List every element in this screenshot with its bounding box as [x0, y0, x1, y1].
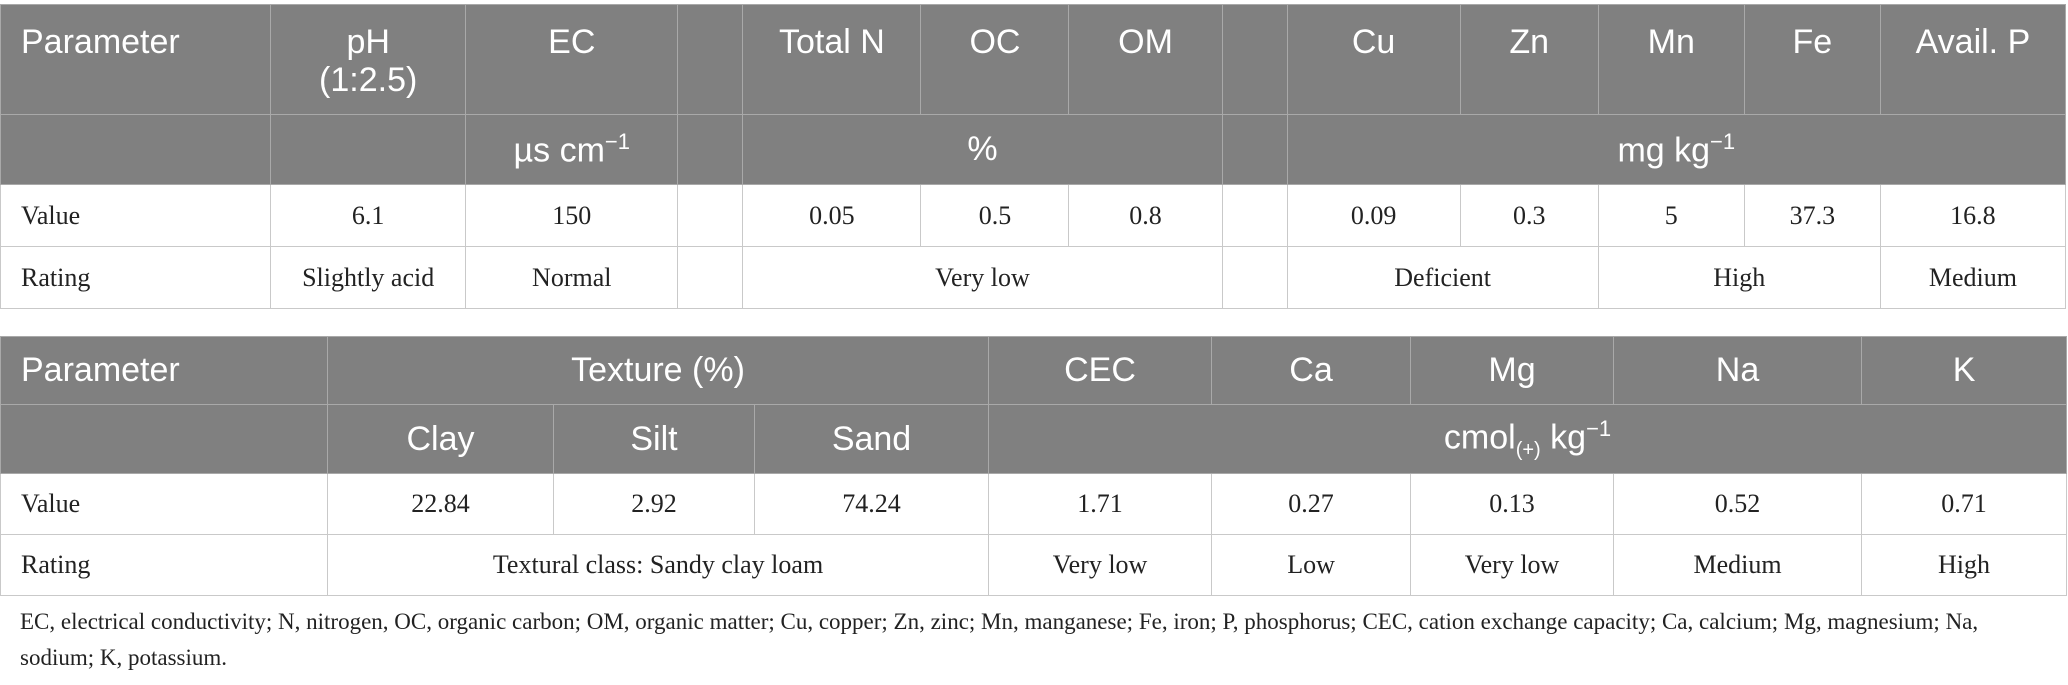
header-oc: OC [920, 4, 1070, 115]
soil-properties-table-2: Parameter Texture (%) CEC Ca Mg Na K Cla… [0, 336, 2068, 596]
rating-blank-1 [677, 246, 744, 309]
rating-ec: Normal [465, 246, 679, 309]
unit-percent: % [742, 114, 1223, 185]
value2-ca: 0.27 [1211, 473, 1412, 535]
rating2-k: High [1861, 534, 2068, 596]
header-blank-2 [1221, 4, 1288, 115]
units-blank-4 [1221, 114, 1288, 185]
header2-parameter: Parameter [0, 336, 328, 405]
subheader2-clay: Clay [327, 404, 554, 474]
rating-ph: Slightly acid [270, 246, 467, 309]
units-row: µs cm−1 % mg kg−1 [0, 114, 2067, 185]
unit-ec-exp: −1 [604, 128, 630, 154]
unit-cmol-kg: cmol(+) kg−1 [988, 404, 2068, 474]
row2-label-rating: Rating [0, 534, 328, 596]
header-total-n: Total N [742, 4, 922, 115]
row-label-value: Value [0, 184, 272, 247]
value2-silt: 2.92 [553, 473, 755, 535]
units-blank-1 [0, 114, 272, 185]
value2-clay: 22.84 [327, 473, 554, 535]
subheader2-blank [0, 404, 328, 474]
unit-ec-text: µs cm [513, 131, 605, 170]
value-ec: 150 [465, 184, 679, 247]
header-ph-label: pH (1:2.5) [319, 23, 418, 99]
rating-row-2: Rating Textural class: Sandy clay loam V… [0, 534, 2068, 596]
header-ec: EC [465, 4, 679, 115]
header-row-2: Parameter Texture (%) CEC Ca Mg Na K [0, 336, 2068, 405]
value-blank-1 [677, 184, 744, 247]
value-row: Value 6.1 150 0.05 0.5 0.8 0.09 0.3 5 37… [0, 184, 2067, 247]
header2-mg: Mg [1410, 336, 1615, 405]
unit-mg-kg-exp: −1 [1710, 128, 1736, 154]
table-footnote: EC, electrical conductivity; N, nitrogen… [20, 609, 1979, 670]
unit-cmol-sub: (+) [1515, 439, 1541, 462]
value-total-n: 0.05 [742, 184, 922, 247]
unit-ec: µs cm−1 [465, 114, 679, 185]
value-zn: 0.3 [1459, 184, 1599, 247]
unit-kg-text: kg [1540, 418, 1587, 457]
rating-row: Rating Slightly acid Normal Very low Def… [0, 246, 2067, 309]
unit-kg-exp: −1 [1586, 415, 1612, 441]
value2-cec: 1.71 [988, 473, 1213, 535]
rating-mn-fe: High [1597, 246, 1881, 309]
header-blank-1 [677, 4, 744, 115]
unit-mg-kg: mg kg−1 [1286, 114, 2067, 185]
rating-avail-p: Medium [1879, 246, 2067, 309]
rating-n-oc-om: Very low [742, 246, 1223, 309]
rating-cu-zn: Deficient [1286, 246, 1599, 309]
value2-na: 0.52 [1613, 473, 1863, 535]
rating2-mg: Very low [1410, 534, 1615, 596]
row2-label-value: Value [0, 473, 328, 535]
header-zn: Zn [1459, 4, 1599, 115]
header2-texture: Texture (%) [326, 336, 990, 405]
subheader-row-2: Clay Silt Sand cmol(+) kg−1 [0, 404, 2068, 474]
header-avail-p: Avail. P [1879, 4, 2067, 115]
subheader2-sand: Sand [753, 404, 990, 474]
value-ph: 6.1 [270, 184, 467, 247]
header-row: Parameter pH (1:2.5) EC Total N OC OM Cu… [0, 4, 2067, 115]
value2-k: 0.71 [1861, 473, 2068, 535]
header2-na: Na [1613, 336, 1863, 405]
value-fe: 37.3 [1743, 184, 1881, 247]
header-mn: Mn [1597, 4, 1745, 115]
value2-sand: 74.24 [753, 473, 990, 535]
rating2-texture: Textural class: Sandy clay loam [326, 534, 990, 596]
value-blank-2 [1221, 184, 1288, 247]
value2-mg: 0.13 [1410, 473, 1615, 535]
units-blank-3 [677, 114, 744, 185]
subheader2-silt: Silt [553, 404, 755, 474]
rating2-na: Medium [1613, 534, 1863, 596]
header-cu: Cu [1286, 4, 1461, 115]
header-fe: Fe [1743, 4, 1881, 115]
header2-k: K [1861, 336, 2068, 405]
header2-ca: Ca [1211, 336, 1412, 405]
rating2-ca: Low [1211, 534, 1412, 596]
value-row-2: Value 22.84 2.92 74.24 1.71 0.27 0.13 0.… [0, 473, 2068, 535]
rating2-cec: Very low [988, 534, 1213, 596]
value-cu: 0.09 [1286, 184, 1461, 247]
value-mn: 5 [1597, 184, 1745, 247]
header-om: OM [1068, 4, 1223, 115]
unit-cmol-text: cmol [1443, 418, 1516, 457]
value-avail-p: 16.8 [1879, 184, 2067, 247]
header2-cec: CEC [988, 336, 1213, 405]
header-parameter: Parameter [0, 4, 272, 115]
unit-mg-kg-text: mg kg [1617, 131, 1711, 170]
header-ph: pH (1:2.5) [270, 4, 467, 115]
rating-blank-2 [1221, 246, 1288, 309]
value-om: 0.8 [1068, 184, 1223, 247]
units-blank-2 [270, 114, 467, 185]
value-oc: 0.5 [920, 184, 1070, 247]
soil-properties-table-1: Parameter pH (1:2.5) EC Total N OC OM Cu… [0, 4, 2067, 309]
row-label-rating: Rating [0, 246, 272, 309]
